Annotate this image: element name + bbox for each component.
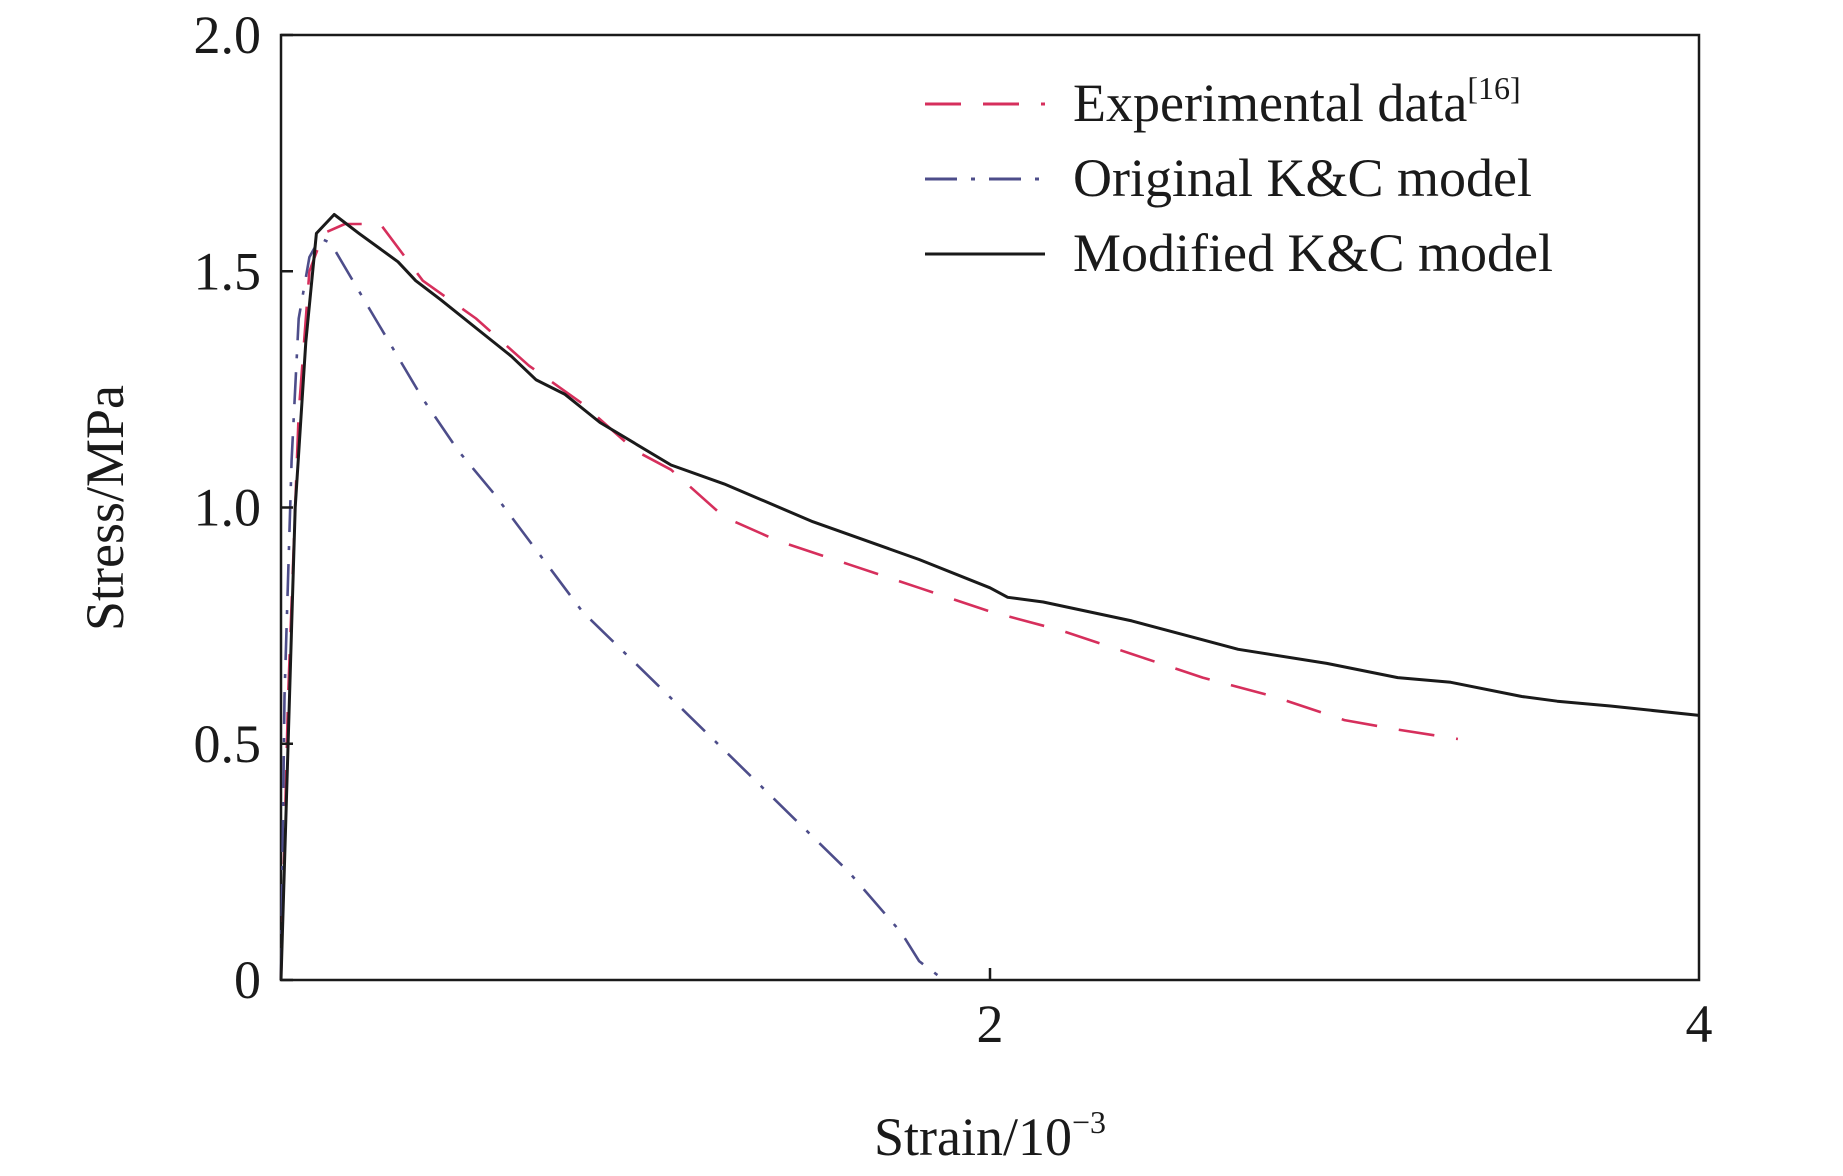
x-tick-label: 2	[977, 994, 1004, 1054]
y-tick-label: 1.5	[194, 241, 262, 301]
legend-label-original: Original K&C model	[1073, 148, 1532, 208]
series-line-modified-k-c-model	[279, 213, 1700, 981]
legend-label-modified: Modified K&C model	[1073, 223, 1553, 283]
y-tick-label: 2.0	[194, 5, 262, 65]
legend: Experimental data[16] Original K&C model…	[925, 70, 1553, 283]
legend-label-experimental: Experimental data[16]	[1073, 70, 1521, 133]
series-line-experimental-data	[279, 222, 1459, 981]
legend-label-experimental-ref: [16]	[1467, 70, 1520, 106]
y-tick-label: 1.0	[194, 478, 262, 538]
y-tick-label: 0	[234, 950, 261, 1010]
series-line-original-k-c-model	[279, 236, 945, 982]
y-axis-title: Stress/MPa	[75, 385, 135, 631]
x-axis-title: Strain/10−3	[874, 1104, 1106, 1167]
x-axis-title-superscript: −3	[1072, 1104, 1106, 1140]
y-tick-label: 0.5	[194, 714, 262, 774]
axis-ticks: 0 0.5 1.0 1.5 2.0 2 4	[194, 5, 1713, 1054]
x-tick-label: 4	[1686, 994, 1713, 1054]
x-axis-title-text: Strain/10	[874, 1107, 1072, 1167]
legend-label-experimental-text: Experimental data	[1073, 73, 1467, 133]
plot-lines	[279, 213, 1700, 982]
